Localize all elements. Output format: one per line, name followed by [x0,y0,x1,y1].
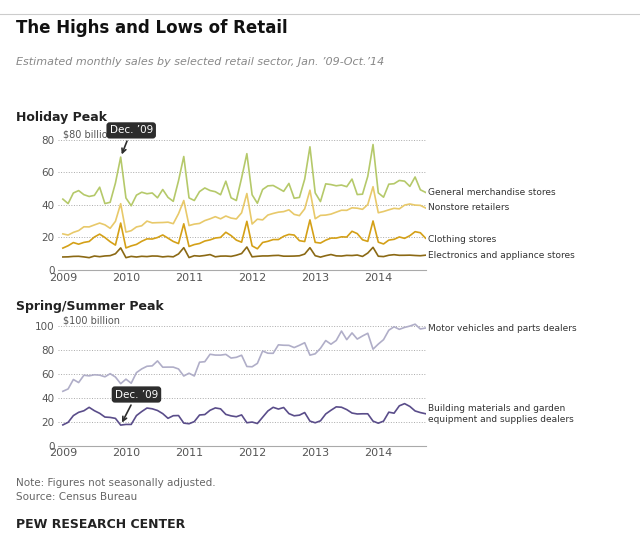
Text: Building materials and garden
equipment and supplies dealers: Building materials and garden equipment … [428,404,574,424]
Text: Dec. ’09: Dec. ’09 [115,389,158,421]
Text: Source: Census Bureau: Source: Census Bureau [16,492,137,503]
Text: Holiday Peak: Holiday Peak [16,111,107,124]
Text: Note: Figures not seasonally adjusted.: Note: Figures not seasonally adjusted. [16,478,216,488]
Text: Nonstore retailers: Nonstore retailers [428,204,509,212]
Text: Estimated monthly sales by selected retail sector, Jan. ’09-Oct.’14: Estimated monthly sales by selected reta… [16,57,384,67]
Text: Clothing stores: Clothing stores [428,235,497,244]
Text: Motor vehicles and parts dealers: Motor vehicles and parts dealers [428,323,577,333]
Text: $100 billion: $100 billion [63,315,126,326]
Text: Electronics and appliance stores: Electronics and appliance stores [428,251,575,260]
Text: $80 billion: $80 billion [63,130,120,140]
Text: The Highs and Lows of Retail: The Highs and Lows of Retail [16,19,287,37]
Text: General merchandise stores: General merchandise stores [428,188,556,197]
Text: PEW RESEARCH CENTER: PEW RESEARCH CENTER [16,518,185,531]
Text: Dec. ’09: Dec. ’09 [109,125,153,153]
Text: Spring/Summer Peak: Spring/Summer Peak [16,300,164,313]
